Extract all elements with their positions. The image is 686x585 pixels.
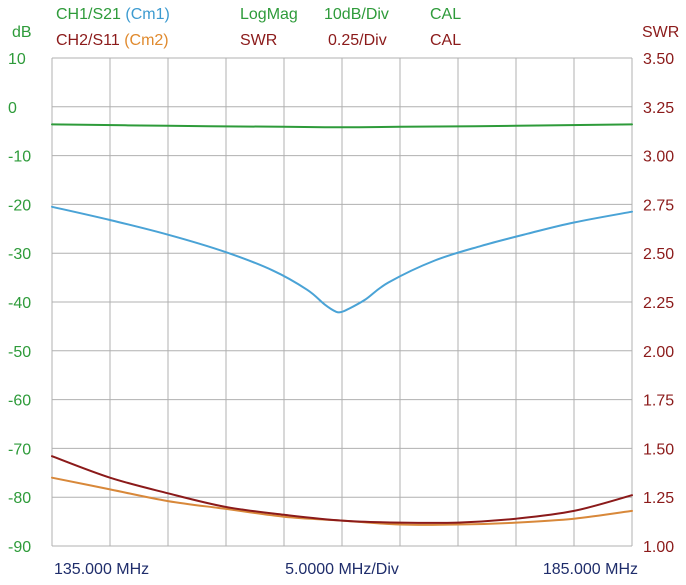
trace-cm1 xyxy=(51,205,633,314)
right-tick-label: 1.50 xyxy=(643,441,674,458)
ch1-cal: CAL xyxy=(430,6,462,23)
trace-ch1-s21 xyxy=(51,123,633,129)
x-start-label: 135.000 MHz xyxy=(54,561,149,578)
bottom-axis-labels: 135.000 MHz 5.0000 MHz/Div 185.000 MHz xyxy=(54,561,638,578)
right-tick-label: 1.25 xyxy=(643,490,674,507)
trace-ch2-s11 xyxy=(51,455,633,524)
left-tick-label: -20 xyxy=(8,197,31,214)
right-tick-label: 2.50 xyxy=(643,246,674,263)
left-tick-label: -70 xyxy=(8,441,31,458)
left-axis-ticks: 10 0 -10 -20 -30 -40 -50 -60 -70 -80 -90 xyxy=(8,51,31,556)
left-tick-label: -50 xyxy=(8,344,31,361)
right-tick-label: 2.25 xyxy=(643,295,674,312)
grid xyxy=(51,57,633,547)
left-tick-label: -10 xyxy=(8,149,31,166)
left-tick-label: 0 xyxy=(8,100,17,117)
x-center-label: 5.0000 MHz/Div xyxy=(285,561,399,578)
ch1-format: LogMag xyxy=(240,6,298,23)
cm2-marker-label: (Cm2) xyxy=(124,32,169,49)
ch2-scale: 0.25/Div xyxy=(328,32,387,49)
left-tick-label: -80 xyxy=(8,490,31,507)
ch1-label: CH1/S21 xyxy=(56,6,121,23)
ch2-format: SWR xyxy=(240,32,278,49)
left-tick-label: -60 xyxy=(8,393,31,410)
ch2-label: CH2/S11 xyxy=(56,32,120,49)
ch1-scale: 10dB/Div xyxy=(324,6,389,23)
right-tick-label: 3.50 xyxy=(643,51,674,68)
x-stop-label: 185.000 MHz xyxy=(543,561,638,578)
right-tick-label: 1.00 xyxy=(643,539,674,556)
left-unit-label: dB xyxy=(12,24,32,41)
left-tick-label: -40 xyxy=(8,295,31,312)
left-tick-label: -30 xyxy=(8,246,31,263)
left-tick-label: -90 xyxy=(8,539,31,556)
ch2-label-group: CH2/S11 (Cm2) xyxy=(56,32,169,50)
right-tick-label: 3.00 xyxy=(643,149,674,166)
ch2-cal: CAL xyxy=(430,32,462,49)
right-unit-label: SWR xyxy=(642,24,680,41)
right-tick-label: 2.75 xyxy=(643,197,674,214)
right-tick-label: 2.00 xyxy=(643,344,674,361)
right-tick-label: 3.25 xyxy=(643,100,674,117)
cm1-marker-label: (Cm1) xyxy=(125,6,170,23)
left-tick-label: 10 xyxy=(8,51,26,68)
right-tick-label: 1.75 xyxy=(643,393,674,410)
traces xyxy=(51,123,633,526)
ch1-label-group: CH1/S21 (Cm1) xyxy=(56,6,170,24)
right-axis-ticks: 3.50 3.25 3.00 2.75 2.50 2.25 2.00 1.75 1.50 1.25… xyxy=(643,51,674,556)
